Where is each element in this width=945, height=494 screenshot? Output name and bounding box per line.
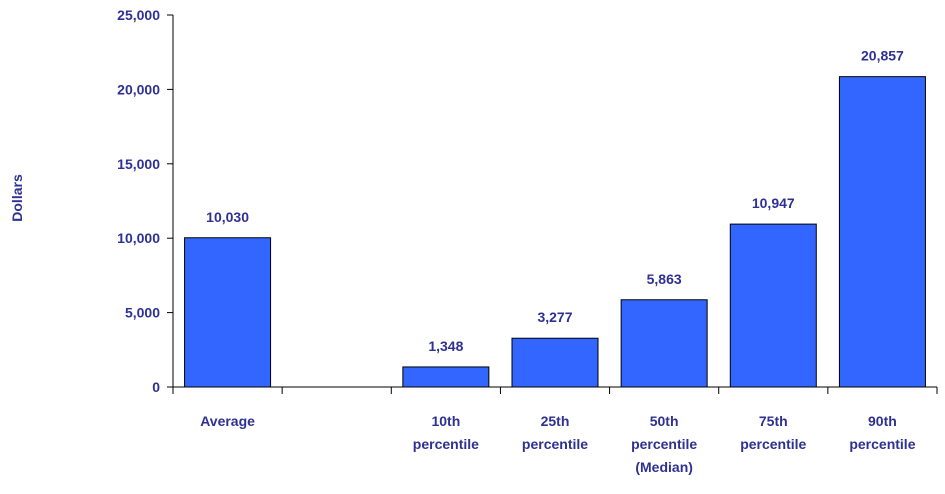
y-tick-label: 10,000 <box>117 230 160 246</box>
data-label: 5,863 <box>647 271 682 287</box>
x-tick-label: Average <box>200 413 255 429</box>
bar <box>402 366 490 388</box>
x-tick-label: (Median) <box>635 459 693 475</box>
y-tick-label: 0 <box>152 379 160 395</box>
y-tick-label: 15,000 <box>117 156 160 172</box>
bar <box>838 76 926 388</box>
data-label: 3,277 <box>537 309 572 325</box>
x-tick-label: 90th <box>868 413 897 429</box>
data-label: 1,348 <box>428 338 463 354</box>
y-tick-label: 25,000 <box>117 7 160 23</box>
x-tick-label: 10th <box>431 413 460 429</box>
y-tick-label: 5,000 <box>125 305 160 321</box>
bar <box>511 337 599 388</box>
x-tick-label: percentile <box>522 436 588 452</box>
x-tick-label: percentile <box>631 436 697 452</box>
x-tick-label: 25th <box>541 413 570 429</box>
x-tick-label: 50th <box>650 413 679 429</box>
bars: 10,030 1,348 3,277 5,863 10,947 20,857 <box>184 48 926 388</box>
x-tick-label: 75th <box>759 413 788 429</box>
bar <box>620 299 708 388</box>
x-tick-label: percentile <box>849 436 915 452</box>
data-label: 10,947 <box>752 195 795 211</box>
x-tick-label: percentile <box>740 436 806 452</box>
data-label: 10,030 <box>206 209 249 225</box>
bar <box>729 223 817 388</box>
y-axis: 0 5,000 10,000 15,000 20,000 25,000 <box>117 7 174 395</box>
x-axis: Average 10th percentile 25th percentile 50th p… <box>172 386 938 475</box>
data-label: 20,857 <box>861 48 904 64</box>
y-tick-label: 20,000 <box>117 81 160 97</box>
x-tick-label: percentile <box>413 436 479 452</box>
bar <box>184 237 272 388</box>
y-axis-label: Dollars <box>9 174 25 222</box>
